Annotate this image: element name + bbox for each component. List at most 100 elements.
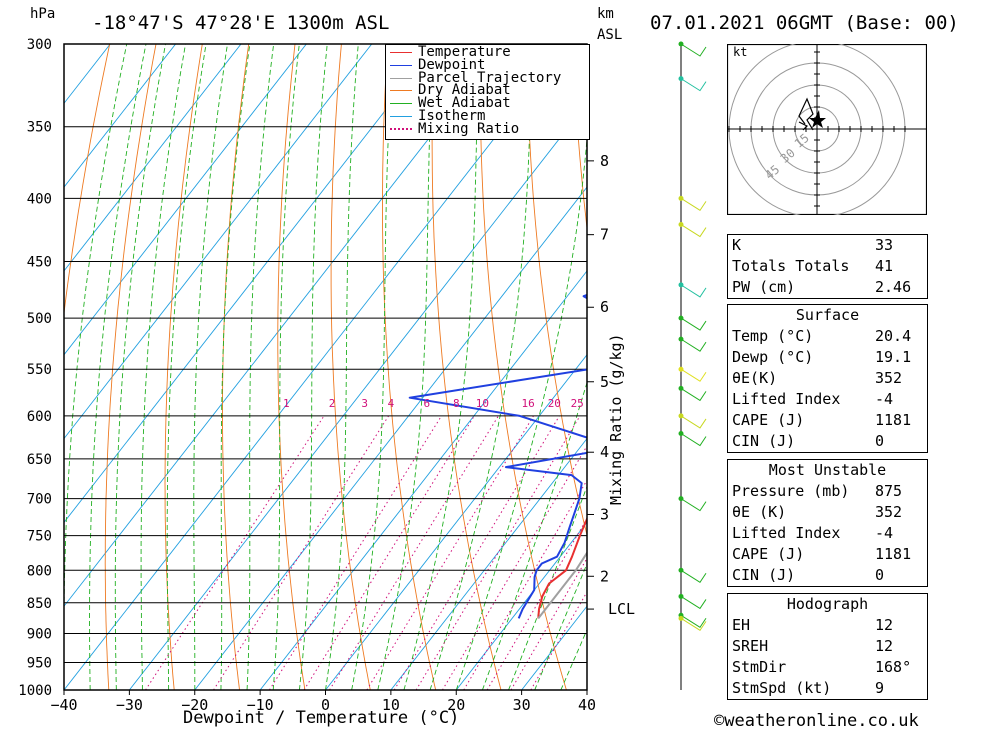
wind-barb [680,433,707,447]
wet-adiabat-line [298,44,328,690]
mixing-ratio-label: 16 [522,397,535,410]
legend-label: Wet Adiabat [418,95,511,112]
mixing-ratio-line [303,415,475,690]
wind-barb [680,43,707,57]
hodograph-table: Hodograph EH 12 SREH 12 StmDir 168° StmSpd (kt)… [727,593,928,700]
mixing-ratio-label: 1 [283,397,290,410]
row-value: -4 [875,524,894,542]
table-row: PW (cm) 2.46 [728,277,927,298]
series-temperature [537,516,587,619]
indices-table: K 33 Totals Totals 41 PW (cm) 2.46 [727,234,928,299]
row-label: Pressure (mb) [732,482,850,500]
mixing-ratio-line [145,415,325,690]
row-label: K [732,236,742,254]
dry-adiabat-line [990,44,1000,690]
row-label: CAPE (J) [732,411,805,429]
row-label: Dewp (°C) [732,348,814,366]
row-label: StmSpd (kt) [732,679,832,697]
legend-swatch [390,128,412,131]
pressure-tick-label: 700 [27,492,52,508]
row-label: Lifted Index [732,390,841,408]
height-tick-label: 8 [600,152,609,170]
table-row: StmSpd (kt) 9 [728,678,927,699]
legend-swatch [390,64,412,66]
row-value: -4 [875,390,894,408]
height-tick-label: 4 [600,443,609,461]
height-tick-label: 2 [600,567,609,585]
wet-adiabat-line [246,44,275,690]
wind-barb [680,197,707,212]
isotherm-line [64,44,111,105]
temp-tick-label: 40 [578,696,596,714]
pressure-tick-label: 900 [27,626,52,642]
surface-table: Surface Temp (°C) 20.4 Dewp (°C) 19.1 θE(K) 35… [727,304,928,453]
isotherm-line [64,44,569,690]
table-row: CIN (J) 0 [728,431,927,452]
dry-adiabat-line [64,44,111,317]
wind-barb [680,617,707,632]
legend-swatch [390,77,412,79]
row-label: CIN (J) [732,432,796,450]
temp-tick-label: −30 [116,696,143,714]
row-value: 9 [875,679,885,697]
row-value: 12 [875,637,894,655]
mixing-ratio-label: 20 [548,397,561,410]
isotherm-line [64,44,242,272]
row-value: 352 [875,503,903,521]
mixing-ratio-line [268,415,442,690]
mixing-ratio-line [415,415,581,690]
mixing-ratio-label: 3 [361,397,368,410]
legend-label: Temperature [418,44,511,60]
row-label: PW (cm) [732,278,796,296]
table-row: Lifted Index -4 [728,389,927,410]
table-heading: Surface [795,306,860,324]
row-label: EH [732,616,751,634]
mixing-ratio-line [510,557,587,690]
pressure-tick-label: 800 [27,563,52,579]
row-value: 12 [875,616,894,634]
table-heading: Hodograph [786,595,869,613]
hpa-unit-label: hPa [30,6,56,22]
isotherm-line [325,354,587,690]
isotherm-line [129,102,587,690]
table-row: SREH 12 [728,636,927,657]
pressure-tick-label: 950 [27,655,52,671]
pressure-tick-label: 600 [27,409,52,425]
table-row: Totals Totals 41 [728,256,927,277]
mixing-ratio-label: 6 [424,397,431,410]
height-tick-label: LCL [608,600,635,618]
table-heading: Most Unstable [768,461,887,479]
isotherm-line [455,521,587,690]
legend-entry: Dewpoint [390,58,485,72]
wind-barb [680,415,707,429]
mixing-ratio-line [213,415,390,690]
wet-adiabat-line [89,44,147,690]
mixing-ratio-line [393,415,560,690]
mixing-ratio-label: 4 [388,397,395,410]
mixing-ratio-line [463,479,587,690]
isotherm-line [64,44,503,607]
wind-barb [680,596,707,610]
wet-adiabat-line [325,44,359,690]
mixing-ratio-line [366,415,534,690]
wind-barb [680,338,707,352]
most-unstable-table: Most Unstable Pressure (mb) 875 θE (K) 352 Li… [727,459,928,587]
isotherm-line [64,44,373,440]
mixing-ratio-line [441,444,587,690]
mixing-ratio-line [329,415,499,690]
wind-barb [680,317,707,331]
wet-adiabat-line [193,44,228,690]
mixing-ratio-label: 8 [453,397,460,410]
legend-label: Parcel Trajectory [418,69,562,86]
table-row: CAPE (J) 1181 [728,410,927,431]
wet-adiabat-line [64,44,128,690]
temp-tick-label: −10 [247,696,274,714]
chart-legend: Temperature Dewpoint Parcel Trajectory Dry … [385,44,590,140]
row-value: 33 [875,236,894,254]
height-tick-label: 5 [600,373,609,391]
table-row: Lifted Index -4 [728,523,927,544]
wind-barb [680,614,707,628]
row-label: Temp (°C) [732,327,814,345]
row-label: θE (K) [732,503,787,521]
